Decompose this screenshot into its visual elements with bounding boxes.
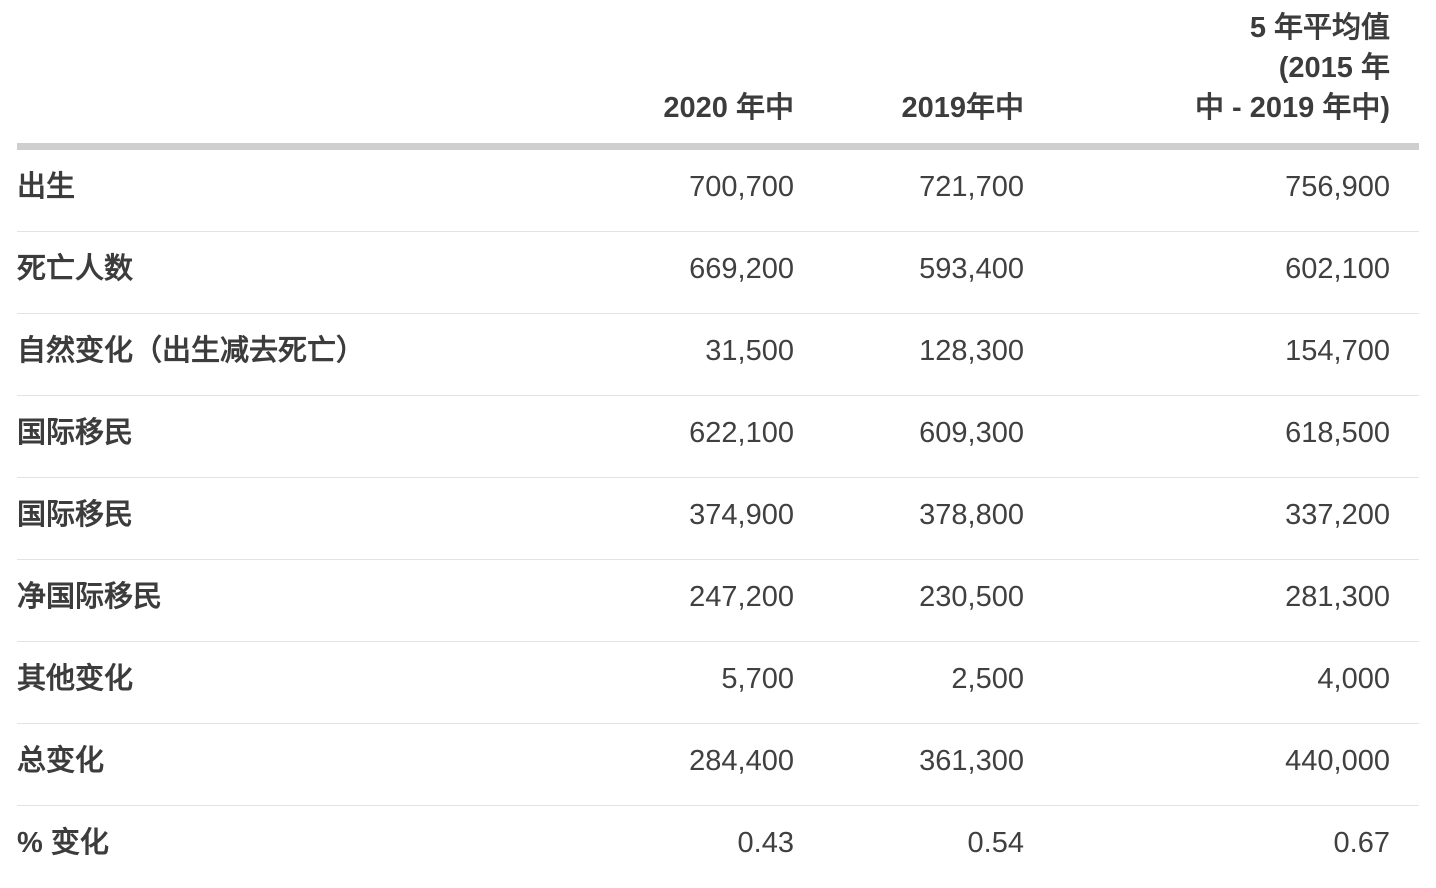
cell-value: 5,700 bbox=[721, 663, 794, 695]
table-row: 自然变化（出生减去死亡） 31,500 128,300 154,700 bbox=[17, 314, 1419, 396]
cell-value: 337,200 bbox=[1285, 499, 1390, 531]
cell-value: 669,200 bbox=[689, 253, 794, 285]
cell-value: 0.67 bbox=[1333, 827, 1390, 859]
cell-value: 154,700 bbox=[1285, 335, 1390, 367]
row-label: % 变化 bbox=[17, 827, 109, 859]
table-row: 其他变化 5,700 2,500 4,000 bbox=[17, 642, 1419, 724]
cell-value: 602,100 bbox=[1285, 253, 1390, 285]
cell-value: 609,300 bbox=[919, 417, 1024, 449]
header-line: 5 年平均值 bbox=[1249, 12, 1390, 44]
cell-value: 281,300 bbox=[1285, 581, 1390, 613]
cell-value: 361,300 bbox=[919, 745, 1024, 777]
row-label: 国际移民 bbox=[17, 499, 134, 531]
table-row: 国际移民 622,100 609,300 618,500 bbox=[17, 396, 1419, 478]
cell-value: 721,700 bbox=[919, 171, 1024, 203]
row-label: 国际移民 bbox=[17, 417, 134, 449]
cell-value: 0.54 bbox=[967, 827, 1024, 859]
cell-value: 374,900 bbox=[689, 499, 794, 531]
row-label: 其他变化 bbox=[17, 663, 134, 695]
table-row: 死亡人数 669,200 593,400 602,100 bbox=[17, 232, 1419, 314]
table-row: 出生 700,700 721,700 756,900 bbox=[17, 147, 1419, 232]
population-change-table: 2020 年中 2019年中 5 年平均值 (2015 年 中 - 2019 年… bbox=[17, 0, 1419, 887]
header-line: 中 - 2019 年中) bbox=[1195, 92, 1390, 124]
cell-value: 0.43 bbox=[737, 827, 794, 859]
cell-value: 2,500 bbox=[951, 663, 1024, 695]
cell-value: 756,900 bbox=[1285, 171, 1390, 203]
cell-value: 700,700 bbox=[689, 171, 794, 203]
cell-value: 618,500 bbox=[1285, 417, 1390, 449]
cell-value: 4,000 bbox=[1317, 663, 1390, 695]
header-row: 2020 年中 2019年中 5 年平均值 (2015 年 中 - 2019 年… bbox=[17, 0, 1419, 150]
cell-value: 31,500 bbox=[705, 335, 794, 367]
row-label: 出生 bbox=[17, 171, 76, 203]
cell-value: 247,200 bbox=[689, 581, 794, 613]
cell-value: 622,100 bbox=[689, 417, 794, 449]
row-label: 总变化 bbox=[17, 745, 105, 777]
column-header-5yr-average: 5 年平均值 (2015 年 中 - 2019 年中) bbox=[1024, 0, 1419, 150]
column-header-mid-2019: 2019年中 bbox=[794, 0, 1024, 150]
row-label: 死亡人数 bbox=[17, 253, 134, 285]
cell-value: 593,400 bbox=[919, 253, 1024, 285]
cell-value: 230,500 bbox=[919, 581, 1024, 613]
cell-value: 128,300 bbox=[919, 335, 1024, 367]
cell-value: 284,400 bbox=[689, 745, 794, 777]
column-header-mid-2020: 2020 年中 bbox=[577, 0, 794, 150]
cell-value: 440,000 bbox=[1285, 745, 1390, 777]
row-label: 净国际移民 bbox=[17, 581, 163, 613]
table-row: 国际移民 374,900 378,800 337,200 bbox=[17, 478, 1419, 560]
table-row: 总变化 284,400 361,300 440,000 bbox=[17, 724, 1419, 806]
header-line: (2015 年 bbox=[1278, 52, 1390, 84]
row-label: 自然变化（出生减去死亡） bbox=[17, 335, 366, 367]
table-row: % 变化 0.43 0.54 0.67 bbox=[17, 806, 1419, 888]
cell-value: 378,800 bbox=[919, 499, 1024, 531]
column-header-empty bbox=[17, 0, 577, 150]
table-row: 净国际移民 247,200 230,500 281,300 bbox=[17, 560, 1419, 642]
